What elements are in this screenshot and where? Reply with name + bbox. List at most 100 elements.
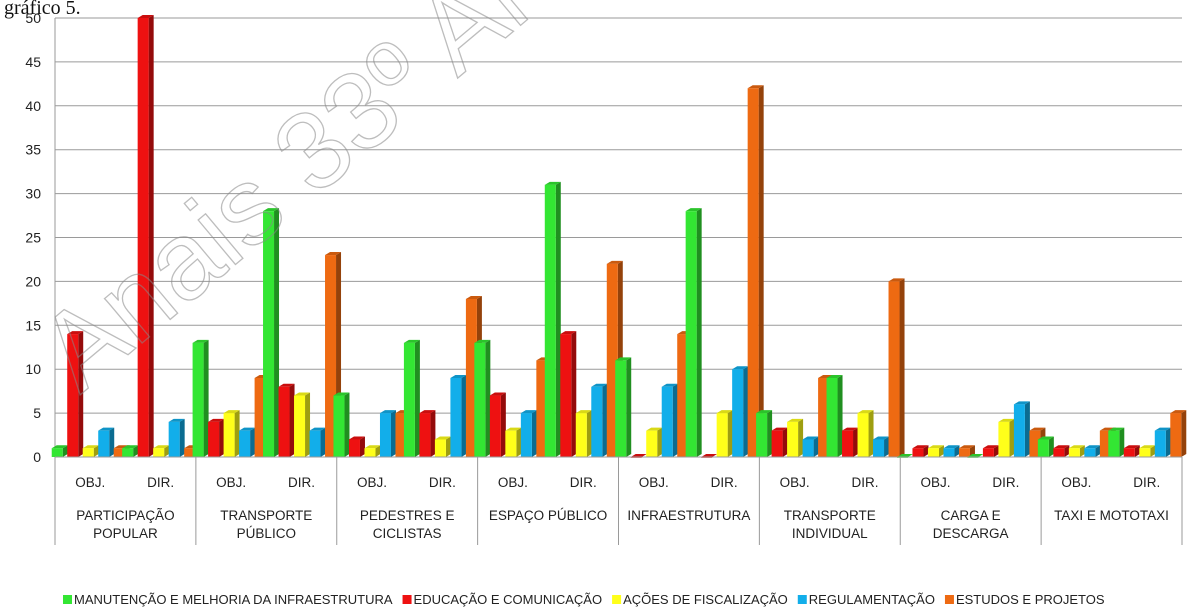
bar-top bbox=[896, 454, 913, 457]
bar-side bbox=[1024, 401, 1030, 457]
bar-side bbox=[586, 410, 592, 457]
bar-top bbox=[1013, 401, 1030, 405]
bar bbox=[263, 208, 280, 457]
bar-side bbox=[430, 410, 436, 457]
bar-front bbox=[51, 448, 63, 457]
bar bbox=[489, 392, 506, 457]
bar-top bbox=[348, 436, 365, 440]
bar bbox=[379, 410, 396, 457]
bar-front bbox=[802, 439, 814, 457]
bar bbox=[67, 331, 84, 457]
bar bbox=[747, 85, 764, 458]
bar-top bbox=[239, 427, 256, 431]
bar-side bbox=[938, 445, 944, 457]
bar-side bbox=[289, 383, 295, 457]
bar-front bbox=[364, 448, 376, 457]
bar-side bbox=[853, 427, 859, 457]
bar-top bbox=[685, 208, 702, 212]
bar-side bbox=[445, 436, 451, 457]
bar-top bbox=[958, 445, 975, 449]
bar-front bbox=[489, 395, 501, 457]
bar bbox=[842, 427, 859, 457]
bar-top bbox=[842, 427, 859, 431]
bar-top bbox=[1037, 436, 1054, 440]
bar bbox=[544, 181, 561, 457]
legend-label: AÇÕES DE FISCALIZAÇÃO bbox=[623, 592, 788, 607]
bar-top bbox=[364, 445, 381, 449]
bar-top bbox=[927, 445, 944, 449]
bar-side bbox=[500, 392, 506, 457]
bar-side bbox=[1079, 445, 1085, 457]
bar bbox=[943, 445, 960, 457]
bar-front bbox=[826, 377, 838, 457]
legend-label: REGULAMENTAÇÃO bbox=[809, 592, 935, 607]
bar-front bbox=[536, 360, 548, 457]
x-group-label: INFRAESTRUTURA bbox=[627, 508, 750, 523]
bar bbox=[1053, 445, 1070, 457]
bar-front bbox=[842, 430, 854, 457]
x-group-label: CARGA E DESCARGA bbox=[933, 508, 1009, 541]
bar-front bbox=[1068, 448, 1080, 457]
bar-side bbox=[571, 331, 577, 457]
bar-side bbox=[798, 418, 804, 457]
bar-front bbox=[1123, 448, 1135, 457]
bar-side bbox=[62, 445, 68, 457]
bar-front bbox=[1084, 448, 1096, 457]
y-tick-label: 20 bbox=[25, 273, 41, 289]
bar bbox=[98, 427, 115, 457]
bar-top bbox=[403, 339, 420, 343]
bar-top bbox=[294, 392, 311, 396]
bar bbox=[208, 418, 225, 457]
bar-front bbox=[278, 386, 290, 457]
bar-top bbox=[192, 339, 209, 343]
bar-top bbox=[606, 260, 623, 264]
x-sub-label: OBJ. bbox=[216, 475, 246, 490]
bar-side bbox=[743, 366, 749, 457]
bar-front bbox=[113, 448, 125, 457]
bar-top bbox=[379, 410, 396, 414]
bar-front bbox=[958, 448, 970, 457]
bar-front bbox=[747, 88, 759, 458]
bar bbox=[802, 436, 819, 457]
bar-side bbox=[1048, 436, 1054, 457]
bar-side bbox=[696, 208, 702, 457]
bar bbox=[857, 410, 874, 457]
bar bbox=[403, 339, 420, 457]
bar-top bbox=[67, 331, 84, 335]
bar-top bbox=[747, 85, 764, 89]
bar bbox=[520, 410, 537, 457]
bar-front bbox=[1154, 430, 1166, 457]
bar-front bbox=[465, 298, 477, 457]
y-tick-label: 40 bbox=[25, 98, 41, 114]
bar-top bbox=[560, 331, 577, 335]
bar bbox=[787, 418, 804, 457]
bar-top bbox=[630, 454, 647, 457]
bar bbox=[348, 436, 365, 457]
bar-top bbox=[168, 418, 185, 422]
bar-side bbox=[274, 208, 280, 457]
bar-top bbox=[474, 339, 491, 343]
bar-front bbox=[184, 448, 196, 457]
bar-front bbox=[912, 448, 924, 457]
x-group-label: TRANSPORTE PÚBLICO bbox=[220, 508, 312, 541]
bar-side bbox=[133, 445, 139, 457]
bar-front bbox=[168, 421, 180, 457]
legend-item: AÇÕES DE FISCALIZAÇÃO bbox=[612, 592, 788, 607]
bar-front bbox=[192, 342, 204, 457]
bar-side bbox=[320, 427, 326, 457]
bar-top bbox=[223, 410, 240, 414]
x-sub-label: DIR. bbox=[852, 475, 879, 490]
bar-front bbox=[395, 413, 407, 457]
bar-front bbox=[732, 369, 744, 457]
bar bbox=[1139, 445, 1156, 457]
bar-side bbox=[837, 374, 843, 457]
bar bbox=[826, 374, 843, 457]
bar-top bbox=[263, 208, 280, 212]
bar-top bbox=[575, 410, 592, 414]
bars bbox=[51, 15, 1187, 458]
bar-top bbox=[489, 392, 506, 396]
bar-front bbox=[137, 18, 149, 457]
x-sub-label: DIR. bbox=[288, 475, 315, 490]
bar-side bbox=[344, 392, 350, 457]
